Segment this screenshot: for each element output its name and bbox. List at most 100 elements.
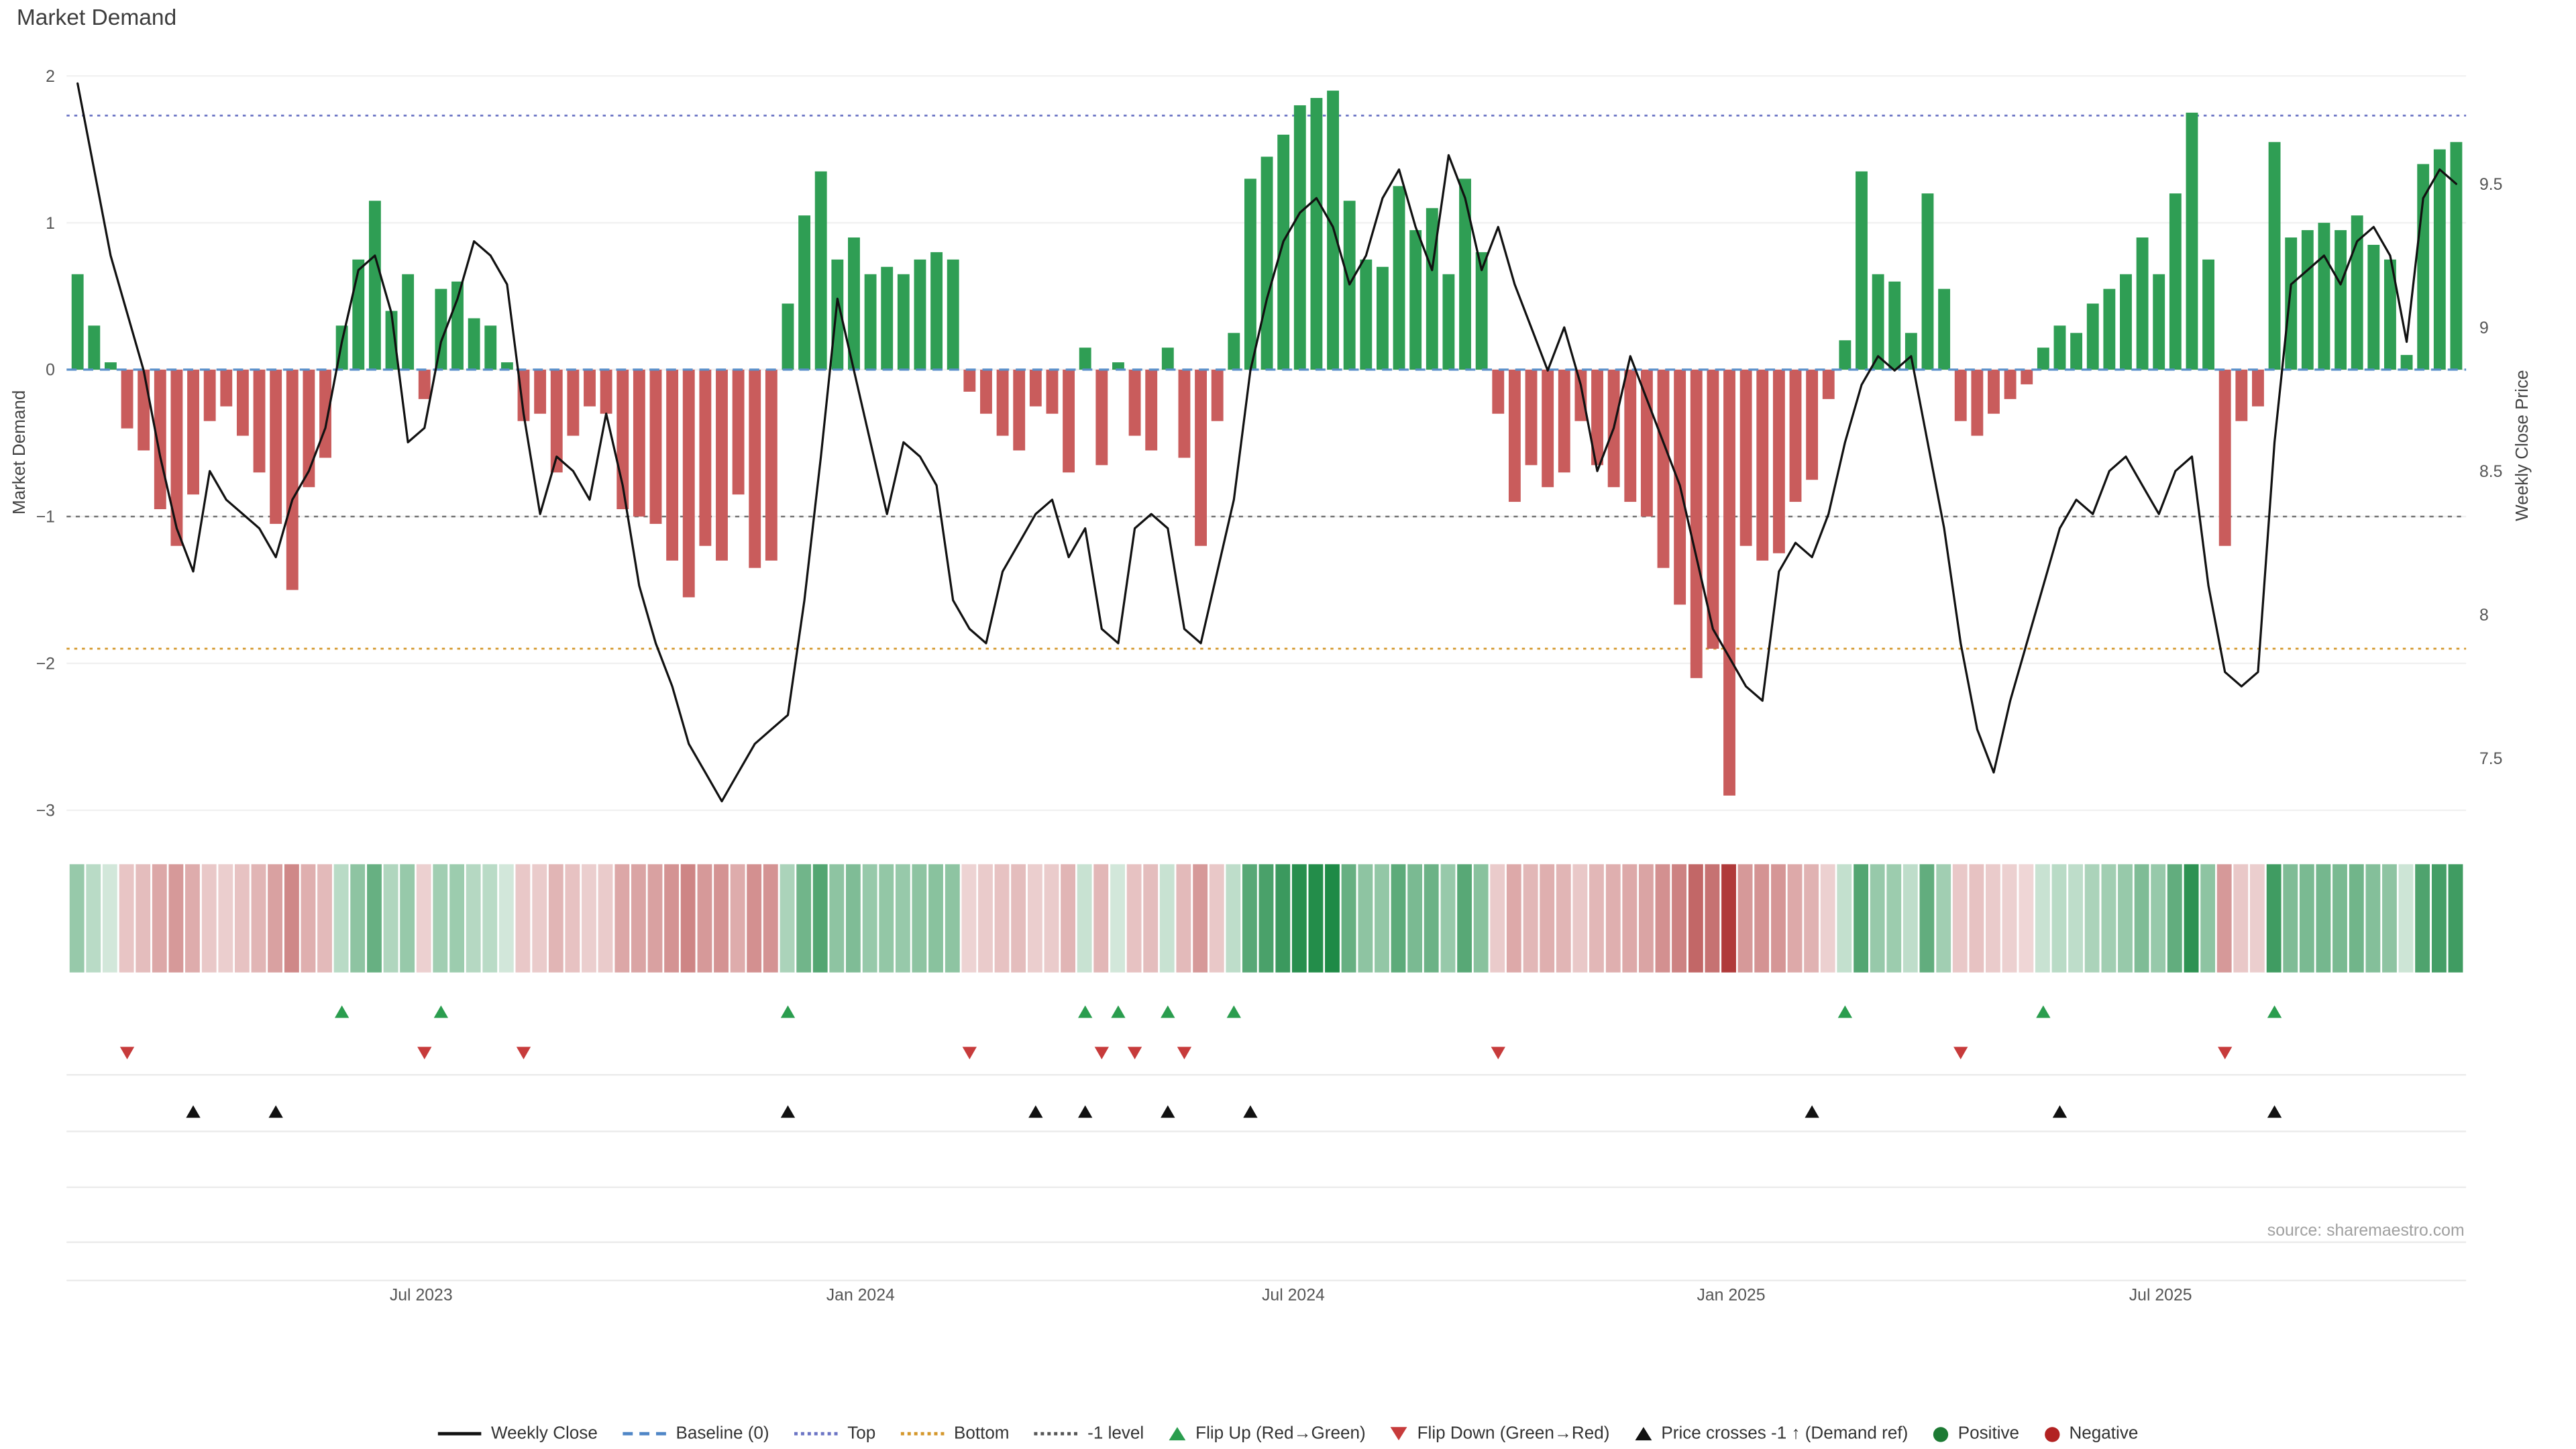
demand-bar bbox=[2450, 142, 2463, 370]
heatmap-cell bbox=[1705, 864, 1720, 973]
demand-bar bbox=[484, 325, 497, 370]
demand-bar bbox=[303, 370, 315, 488]
demand-bar bbox=[534, 370, 547, 414]
demand-bar bbox=[2136, 237, 2149, 370]
demand-bar bbox=[104, 362, 117, 370]
legend-item-price-crosses[interactable]: Price crosses -1 ↑ (Demand ref) bbox=[1634, 1424, 1908, 1444]
heatmap-cell bbox=[1193, 864, 1208, 973]
legend-item-flip-up[interactable]: Flip Up (Red→Green) bbox=[1169, 1424, 1366, 1444]
demand-bar bbox=[633, 370, 645, 517]
demand-bar bbox=[1228, 333, 1240, 370]
weekly-close-line bbox=[76, 82, 2458, 803]
heatmap-cell bbox=[1804, 864, 1819, 973]
demand-bar bbox=[2070, 333, 2083, 370]
heatmap-cell bbox=[2101, 864, 2116, 973]
heatmap-cell bbox=[1375, 864, 1389, 973]
demand-bar bbox=[963, 370, 976, 392]
demand-bar bbox=[1029, 370, 1042, 407]
heatmap-cell bbox=[812, 864, 828, 973]
heatmap-cell bbox=[747, 864, 762, 973]
heatmap-cell bbox=[367, 864, 382, 973]
demand-bar bbox=[1739, 370, 1752, 546]
triangle-down-icon bbox=[1390, 1427, 1407, 1441]
flip-down-marker bbox=[1491, 1046, 1505, 1060]
heatmap-cell bbox=[1440, 864, 1456, 973]
heatmap-cell bbox=[614, 864, 630, 973]
heatmap-cell bbox=[730, 864, 745, 973]
heatmap-cell bbox=[1523, 864, 1538, 973]
dot-icon bbox=[1933, 1426, 1948, 1442]
heatmap-cell bbox=[515, 864, 531, 973]
heatmap-cell bbox=[1506, 864, 1521, 973]
demand-bar bbox=[798, 215, 811, 370]
dot-icon bbox=[2044, 1426, 2059, 1442]
demand-bar bbox=[1360, 259, 1373, 370]
heatmap-cell bbox=[647, 864, 663, 973]
demand-bar bbox=[765, 370, 777, 561]
legend-item-top[interactable]: Top bbox=[794, 1424, 875, 1444]
heatmap-cell bbox=[1936, 864, 1951, 973]
heatmap-cell bbox=[1143, 864, 1159, 973]
triangle-up-icon bbox=[1634, 1427, 1652, 1441]
flip-up-marker bbox=[1111, 1005, 1126, 1018]
heatmap-cell bbox=[2398, 864, 2414, 973]
heatmap-cell bbox=[1605, 864, 1621, 973]
demand-bar bbox=[831, 259, 844, 370]
demand-bar bbox=[897, 274, 910, 370]
demand-bar bbox=[1624, 370, 1637, 502]
demand-bar bbox=[1525, 370, 1538, 466]
line-icon bbox=[437, 1432, 482, 1436]
demand-bar bbox=[138, 370, 150, 451]
legend-item-positive[interactable]: Positive bbox=[1933, 1424, 2019, 1444]
heatmap-cell bbox=[2200, 864, 2216, 973]
demand-bar bbox=[1145, 370, 1158, 451]
heatmap-cell bbox=[978, 864, 993, 973]
heatmap-cell bbox=[548, 864, 564, 973]
legend-item-baseline[interactable]: Baseline (0) bbox=[623, 1424, 769, 1444]
demand-bar bbox=[352, 259, 365, 370]
demand-bar bbox=[1806, 370, 1819, 480]
legend-item-flip-down[interactable]: Flip Down (Green→Red) bbox=[1390, 1424, 1609, 1444]
flip-up-marker bbox=[433, 1005, 449, 1018]
x-axis-tick: Jul 2025 bbox=[2129, 1287, 2192, 1305]
demand-bar bbox=[2384, 259, 2396, 370]
demand-bar bbox=[2433, 149, 2446, 370]
heatmap-cell bbox=[152, 864, 167, 973]
heatmap-cell bbox=[1226, 864, 1241, 973]
heatmap-cell bbox=[2084, 864, 2100, 973]
demand-bar bbox=[2186, 112, 2198, 370]
triangle-up-icon bbox=[1169, 1427, 1186, 1441]
heatmap-cell bbox=[631, 864, 646, 973]
price-cross-marker bbox=[186, 1105, 201, 1118]
demand-bar bbox=[2169, 193, 2182, 370]
demand-bar bbox=[980, 370, 992, 414]
heatmap-cell bbox=[1754, 864, 1770, 973]
demand-bar bbox=[864, 274, 877, 370]
heatmap-cell bbox=[466, 864, 481, 973]
price-cross-marker bbox=[1161, 1105, 1175, 1118]
heatmap-cell bbox=[565, 864, 580, 973]
legend-item-weekly-close[interactable]: Weekly Close bbox=[437, 1424, 598, 1444]
legend-item-label: Baseline (0) bbox=[676, 1424, 769, 1444]
price-cross-marker bbox=[2267, 1105, 2282, 1118]
x-axis-tick: Jul 2024 bbox=[1262, 1287, 1325, 1305]
flip-down-marker bbox=[1177, 1046, 1192, 1060]
heatmap-cell bbox=[1061, 864, 1076, 973]
demand-bar bbox=[2153, 274, 2165, 370]
legend-item-minus1-level[interactable]: -1 level bbox=[1034, 1424, 1144, 1444]
market-demand-chart[interactable]: 2 1 0 −1 −2 −3 9.5 9 8.5 8 7.5 Jul 2023 Jan 2024 Jul … bbox=[0, 0, 2576, 1407]
right-axis-tick: 8 bbox=[2479, 606, 2489, 625]
flip-down-marker bbox=[962, 1046, 977, 1060]
heatmap-cell bbox=[664, 864, 679, 973]
heatmap-cell bbox=[400, 864, 415, 973]
flip-up-marker bbox=[2036, 1005, 2051, 1018]
demand-bar bbox=[2318, 223, 2330, 370]
legend-item-negative[interactable]: Negative bbox=[2044, 1424, 2138, 1444]
flip-down-marker bbox=[1953, 1046, 1968, 1060]
demand-bar bbox=[451, 281, 464, 370]
heatmap-cell bbox=[1011, 864, 1026, 973]
demand-bar bbox=[1293, 105, 1306, 370]
demand-bar bbox=[1195, 370, 1207, 546]
legend-item-bottom[interactable]: Bottom bbox=[900, 1424, 1010, 1444]
demand-bar bbox=[600, 370, 612, 414]
